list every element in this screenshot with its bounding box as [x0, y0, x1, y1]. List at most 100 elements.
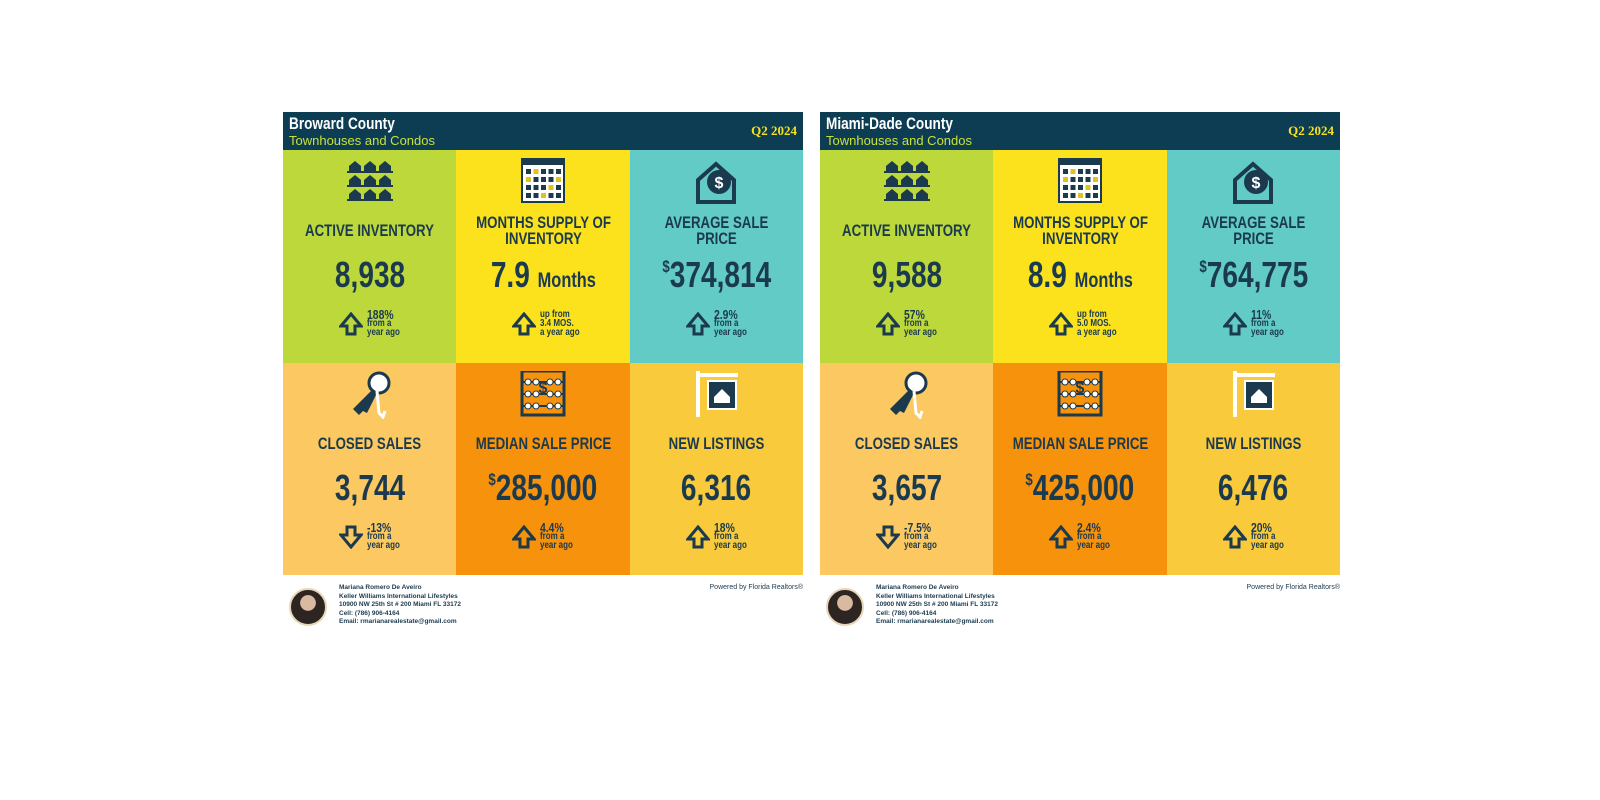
infographic-panel: Broward County Townhouses and Condos Q2 20… [283, 112, 806, 634]
value: 3,657 [871, 466, 942, 508]
agent-photo [826, 588, 864, 626]
header: Broward County Townhouses and Condos Q2 20… [283, 112, 803, 150]
change-line: year ago [1250, 327, 1284, 338]
change-line: 3.4 MOS. [540, 318, 575, 329]
powered-by: Powered by Florida Realtors® [709, 584, 803, 591]
agent-line: Email: rmarianarealestate@gmail.com [876, 618, 994, 625]
metric-tile: CLOSED SALES 3,744 -13% from a year ago [283, 362, 457, 575]
change-line: 18% [713, 519, 735, 535]
metric-label: CLOSED SALES [291, 427, 448, 461]
change-line: 4.4% [540, 519, 565, 535]
footer: Mariana Romero De Aveiro Keller Williams … [283, 574, 803, 634]
metric-tile: $ MEDIAN SALE PRICE $425,000 2.4% from a year… [993, 362, 1169, 575]
change-line: 20% [1250, 519, 1272, 535]
change-line: 57% [904, 307, 925, 322]
change: 188% from a year ago [339, 307, 459, 346]
label-text: MONTHS SUPPLY OF INVENTORY [1012, 213, 1148, 248]
change-line: year ago [713, 539, 747, 551]
subtitle: Townhouses and Condos [289, 133, 435, 148]
value: 9,588 [871, 254, 942, 295]
change-line: year ago [713, 327, 747, 338]
agent-line: Email: rmarianarealestate@gmail.com [339, 618, 457, 625]
change-line: up from [540, 309, 571, 320]
change: 18% from a year ago [685, 519, 806, 559]
icon [353, 371, 391, 419]
value-group: 8.9 Months [1027, 254, 1132, 296]
change-line: year ago [904, 327, 937, 338]
change-line: -7.5% [904, 519, 932, 535]
label-text: ACTIVE INVENTORY [305, 221, 435, 240]
trend-arrow [1049, 312, 1074, 336]
icon [521, 158, 566, 203]
currency: $ [1198, 257, 1207, 276]
icon [1058, 158, 1103, 203]
trend-arrow [685, 312, 710, 336]
change: 2.4% from a year ago [1049, 519, 1169, 559]
period: Q2 2024 [751, 123, 797, 138]
change-line: from a [367, 530, 392, 542]
change-line: -13% [367, 519, 392, 535]
svg-text:$: $ [1251, 175, 1260, 192]
metric-label: NEW LISTINGS [638, 427, 795, 461]
metric-label: ACTIVE INVENTORY [828, 214, 985, 248]
agent-line: Mariana Romero De Aveiro [339, 584, 422, 591]
icon [890, 371, 928, 419]
label-text: NEW LISTINGS [1205, 433, 1302, 453]
value-group: 8,938 [335, 254, 405, 296]
icon [1232, 370, 1275, 417]
svg-text:$: $ [714, 175, 723, 192]
change-line: 2.9% [713, 307, 738, 322]
icon [347, 161, 393, 201]
value-group: $374,814 [662, 254, 771, 296]
change-line: 2.4% [1077, 519, 1102, 535]
metric-value: 7.9 Months [456, 254, 629, 296]
agent-line: 10900 NW 25th St # 200 Miami FL 33172 [876, 601, 998, 608]
change-line: from a [713, 530, 739, 542]
agent-line: Cell: (786) 906-4164 [876, 609, 937, 617]
value-group: $764,775 [1199, 254, 1308, 296]
metric-tile: ACTIVE INVENTORY 8,938 188% from a year ago [283, 150, 459, 363]
agent-line: Keller Williams International Lifestyles [876, 592, 995, 600]
change-line: from a [904, 318, 929, 329]
metric-label: ACTIVE INVENTORY [291, 214, 448, 248]
metric-tile: NEW LISTINGS 6,476 20% from a year ago [1166, 362, 1343, 575]
change-line: a year ago [540, 327, 580, 338]
icon [695, 370, 738, 417]
change-line: year ago [904, 539, 937, 551]
change: up from 5.0 MOS. a year ago [1049, 310, 1169, 346]
change: 20% from a year ago [1222, 519, 1343, 559]
value: 3,744 [334, 466, 405, 508]
period: Q2 2024 [1288, 123, 1334, 138]
agent-photo [289, 588, 327, 626]
metric-tile: $ MEDIAN SALE PRICE $285,000 4.4% from a year… [456, 362, 630, 575]
change-line: a year ago [1077, 327, 1117, 338]
change-line: 188% [367, 307, 394, 322]
trend-arrow [339, 312, 363, 336]
metric-value: 8,938 [283, 254, 456, 296]
value: 764,775 [1206, 254, 1308, 295]
value-group: 6,316 [681, 467, 751, 509]
icon: $ [1057, 370, 1103, 416]
trend-arrow [1049, 524, 1074, 548]
value: 8,938 [334, 254, 405, 295]
label-text: CLOSED SALES [855, 433, 959, 453]
metric-value: 3,657 [820, 467, 993, 509]
change-line: year ago [367, 539, 400, 551]
change-line: year ago [367, 327, 400, 338]
label-text: CLOSED SALES [318, 433, 422, 453]
label-text: NEW LISTINGS [668, 433, 765, 453]
change-line: from a [367, 318, 392, 329]
metric-tile: CLOSED SALES 3,657 -7.5% from a year ago [820, 362, 996, 575]
label-text: AVERAGE SALE PRICE [664, 213, 769, 248]
svg-text:$: $ [539, 380, 548, 397]
value-group: 3,657 [872, 467, 942, 509]
change: -7.5% from a year ago [876, 519, 996, 559]
metric-label: MEDIAN SALE PRICE [1001, 427, 1158, 461]
metric-label: MEDIAN SALE PRICE [464, 427, 621, 461]
change-line: from a [713, 318, 739, 329]
trend-arrow [876, 312, 900, 336]
change: 11% from a year ago [1222, 308, 1343, 346]
icon: $ [520, 370, 566, 416]
currency: $ [1025, 469, 1033, 489]
metric-value: $285,000 [456, 467, 629, 509]
